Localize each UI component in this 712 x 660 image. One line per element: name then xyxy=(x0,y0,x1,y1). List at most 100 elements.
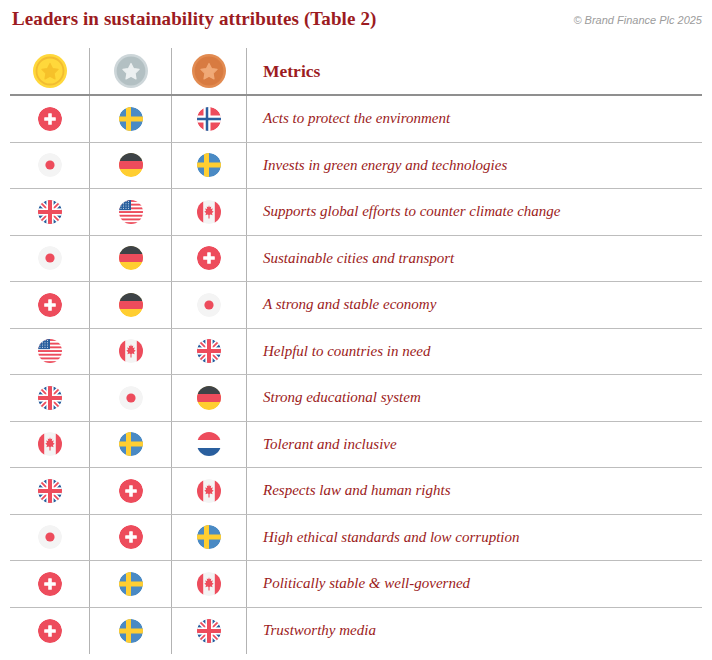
silver-flag-cell xyxy=(90,561,172,607)
flag-icon-switzerland xyxy=(38,107,62,131)
silver-flag-cell xyxy=(90,96,172,142)
flag-icon-japan xyxy=(119,386,143,410)
table-row: High ethical standards and low corruptio… xyxy=(10,515,702,562)
table-row: Trustworthy media xyxy=(10,608,702,655)
flag-icon-switzerland xyxy=(119,479,143,503)
flag-icon-switzerland xyxy=(119,525,143,549)
silver-flag-cell xyxy=(90,329,172,375)
metric-label: Supports global efforts to counter clima… xyxy=(247,189,702,235)
flag-icon-switzerland xyxy=(38,293,62,317)
table-row: Tolerant and inclusive xyxy=(10,422,702,469)
flag-icon-sweden xyxy=(119,432,143,456)
flag-icon-sweden xyxy=(119,619,143,643)
flag-icon-united-kingdom xyxy=(38,200,62,224)
header-cell-silver xyxy=(90,48,172,94)
gold-flag-cell xyxy=(10,236,90,282)
gold-flag-cell xyxy=(10,189,90,235)
metric-label: Politically stable & well-governed xyxy=(247,561,702,607)
flag-icon-canada xyxy=(38,432,62,456)
silver-medal-icon xyxy=(113,53,149,89)
flag-icon-sweden xyxy=(197,525,221,549)
gold-flag-cell xyxy=(10,282,90,328)
gold-flag-cell xyxy=(10,608,90,655)
metric-label: High ethical standards and low corruptio… xyxy=(247,515,702,561)
gold-flag-cell xyxy=(10,96,90,142)
flag-icon-sweden xyxy=(119,107,143,131)
header-cell-gold xyxy=(10,48,90,94)
bronze-flag-cell xyxy=(172,329,247,375)
bronze-flag-cell xyxy=(172,282,247,328)
table-row: A strong and stable economy xyxy=(10,282,702,329)
gold-flag-cell xyxy=(10,143,90,189)
flag-icon-japan xyxy=(38,153,62,177)
flag-icon-canada xyxy=(197,572,221,596)
metric-label: Invests in green energy and technologies xyxy=(247,143,702,189)
gold-flag-cell xyxy=(10,561,90,607)
gold-flag-cell xyxy=(10,329,90,375)
table-row: Helpful to countries in need xyxy=(10,329,702,376)
bronze-flag-cell xyxy=(172,561,247,607)
table-body: Acts to protect the environment Invests … xyxy=(10,96,702,654)
bronze-flag-cell xyxy=(172,468,247,514)
flag-icon-japan xyxy=(38,246,62,270)
silver-flag-cell xyxy=(90,189,172,235)
table-row: Politically stable & well-governed xyxy=(10,561,702,608)
table-row: Respects law and human rights xyxy=(10,468,702,515)
metric-label: Acts to protect the environment xyxy=(247,96,702,142)
metric-label: Strong educational system xyxy=(247,375,702,421)
flag-icon-united-kingdom xyxy=(197,339,221,363)
silver-flag-cell xyxy=(90,422,172,468)
flag-icon-switzerland xyxy=(197,246,221,270)
bronze-flag-cell xyxy=(172,375,247,421)
metric-label: Respects law and human rights xyxy=(247,468,702,514)
flag-icon-germany xyxy=(197,386,221,410)
gold-flag-cell xyxy=(10,468,90,514)
leaders-table: Metrics Acts to protect the environment … xyxy=(10,48,702,654)
bronze-flag-cell xyxy=(172,608,247,655)
flag-icon-sweden xyxy=(197,153,221,177)
flag-icon-canada xyxy=(119,339,143,363)
gold-flag-cell xyxy=(10,422,90,468)
flag-icon-united-kingdom xyxy=(38,386,62,410)
metric-label: Trustworthy media xyxy=(247,608,702,655)
silver-flag-cell xyxy=(90,143,172,189)
metric-label: Sustainable cities and transport xyxy=(247,236,702,282)
silver-flag-cell xyxy=(90,236,172,282)
flag-icon-canada xyxy=(197,200,221,224)
metric-label: A strong and stable economy xyxy=(247,282,702,328)
flag-icon-switzerland xyxy=(38,619,62,643)
flag-icon-canada xyxy=(197,479,221,503)
table-row: Strong educational system xyxy=(10,375,702,422)
silver-flag-cell xyxy=(90,468,172,514)
gold-medal-icon xyxy=(32,53,68,89)
flag-icon-germany xyxy=(119,153,143,177)
flag-icon-japan xyxy=(38,525,62,549)
flag-icon-sweden xyxy=(119,572,143,596)
table-row: Acts to protect the environment xyxy=(10,96,702,143)
bronze-flag-cell xyxy=(172,143,247,189)
metric-label: Helpful to countries in need xyxy=(247,329,702,375)
flag-icon-norway xyxy=(197,107,221,131)
table-row: Sustainable cities and transport xyxy=(10,236,702,283)
gold-flag-cell xyxy=(10,375,90,421)
bronze-flag-cell xyxy=(172,515,247,561)
bronze-flag-cell xyxy=(172,96,247,142)
flag-icon-germany xyxy=(119,246,143,270)
flag-icon-japan xyxy=(197,293,221,317)
flag-icon-united-states xyxy=(119,200,143,224)
page-title: Leaders in sustainability attributes (Ta… xyxy=(12,8,376,30)
bronze-flag-cell xyxy=(172,189,247,235)
table-row: Invests in green energy and technologies xyxy=(10,143,702,190)
flag-icon-united-kingdom xyxy=(38,479,62,503)
flag-icon-switzerland xyxy=(38,572,62,596)
table-row: Supports global efforts to counter clima… xyxy=(10,189,702,236)
silver-flag-cell xyxy=(90,375,172,421)
table-header: Metrics xyxy=(10,48,702,96)
silver-flag-cell xyxy=(90,608,172,655)
metric-label: Tolerant and inclusive xyxy=(247,422,702,468)
bronze-flag-cell xyxy=(172,422,247,468)
bronze-medal-icon xyxy=(191,53,227,89)
flag-icon-netherlands xyxy=(197,432,221,456)
copyright-notice: © Brand Finance Plc 2025 xyxy=(573,14,702,26)
silver-flag-cell xyxy=(90,282,172,328)
